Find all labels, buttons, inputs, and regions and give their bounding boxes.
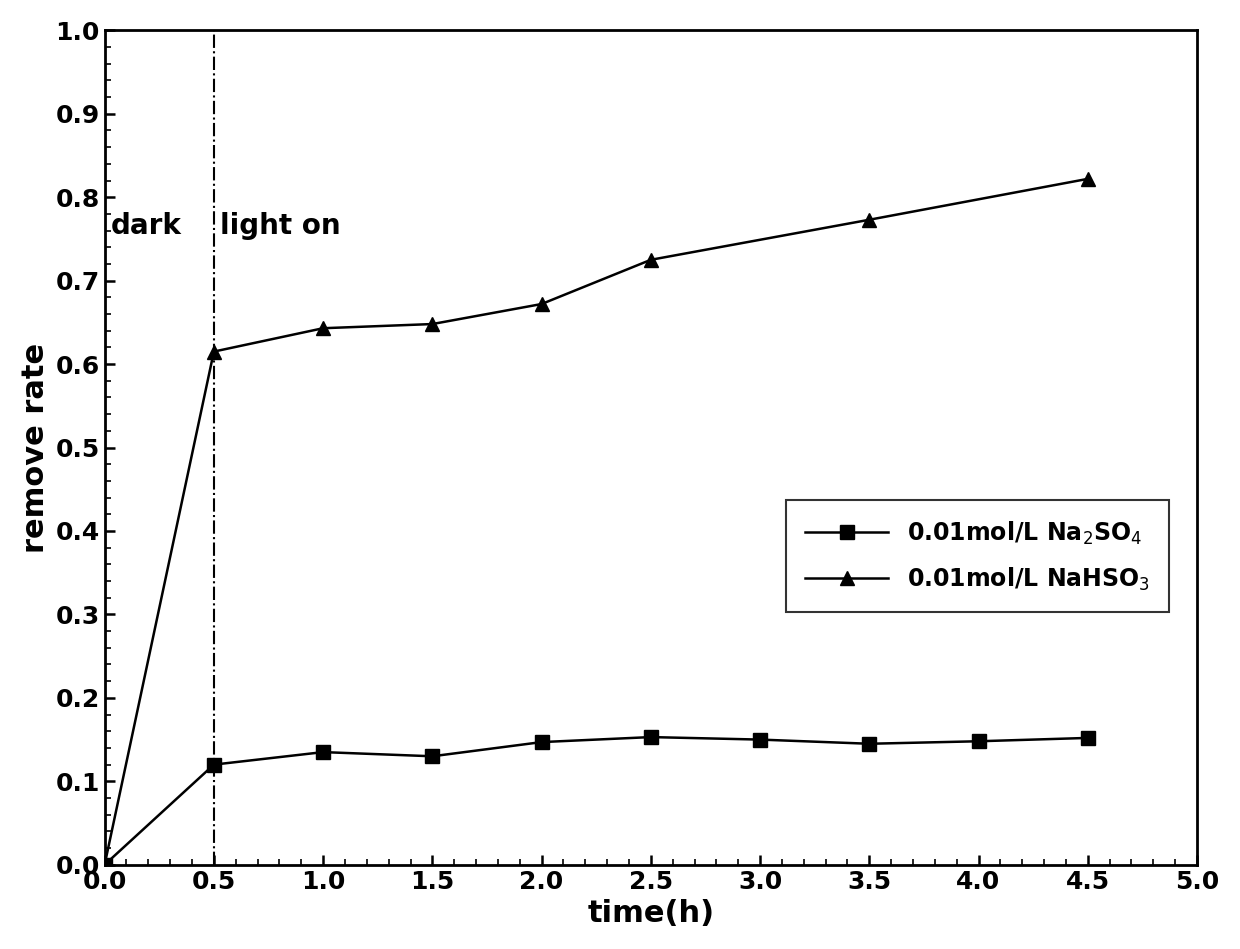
0.01mol/L Na$_2$SO$_4$ — [644, 732, 658, 743]
Y-axis label: remove rate: remove rate — [21, 343, 50, 552]
0.01mol/L Na$_2$SO$_4$ — [862, 738, 877, 750]
X-axis label: time(h): time(h) — [588, 899, 714, 928]
Text: light on: light on — [221, 213, 341, 240]
Legend: 0.01mol/L Na$_2$SO$_4$, 0.01mol/L NaHSO$_3$: 0.01mol/L Na$_2$SO$_4$, 0.01mol/L NaHSO$… — [786, 500, 1169, 611]
0.01mol/L NaHSO$_3$ — [1080, 173, 1095, 184]
0.01mol/L Na$_2$SO$_4$ — [534, 736, 549, 748]
0.01mol/L NaHSO$_3$ — [316, 323, 331, 334]
Line: 0.01mol/L Na$_2$SO$_4$: 0.01mol/L Na$_2$SO$_4$ — [98, 730, 1095, 872]
0.01mol/L Na$_2$SO$_4$ — [753, 734, 768, 745]
0.01mol/L Na$_2$SO$_4$ — [971, 735, 986, 747]
0.01mol/L Na$_2$SO$_4$ — [316, 747, 331, 758]
0.01mol/L NaHSO$_3$ — [97, 859, 112, 870]
Line: 0.01mol/L NaHSO$_3$: 0.01mol/L NaHSO$_3$ — [98, 172, 1095, 872]
0.01mol/L Na$_2$SO$_4$ — [425, 751, 440, 762]
0.01mol/L NaHSO$_3$ — [425, 318, 440, 329]
0.01mol/L Na$_2$SO$_4$ — [206, 759, 221, 771]
0.01mol/L Na$_2$SO$_4$ — [97, 859, 112, 870]
0.01mol/L NaHSO$_3$ — [534, 298, 549, 309]
0.01mol/L NaHSO$_3$ — [644, 254, 658, 266]
Text: dark: dark — [112, 213, 182, 240]
0.01mol/L NaHSO$_3$ — [862, 214, 877, 226]
0.01mol/L NaHSO$_3$ — [206, 345, 221, 357]
0.01mol/L Na$_2$SO$_4$ — [1080, 733, 1095, 744]
